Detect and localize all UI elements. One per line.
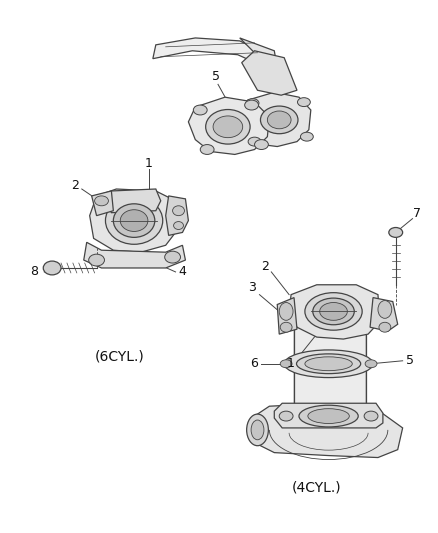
Polygon shape [250, 403, 403, 457]
Polygon shape [90, 189, 179, 252]
Text: 2: 2 [71, 179, 79, 191]
Polygon shape [240, 38, 277, 68]
Polygon shape [106, 189, 161, 213]
Ellipse shape [247, 414, 268, 446]
Ellipse shape [95, 196, 109, 206]
Ellipse shape [284, 350, 373, 377]
Text: 1: 1 [287, 357, 295, 370]
Ellipse shape [246, 99, 259, 108]
Polygon shape [294, 310, 366, 406]
Polygon shape [84, 243, 185, 268]
Polygon shape [153, 38, 265, 64]
Ellipse shape [280, 360, 292, 368]
Ellipse shape [165, 251, 180, 263]
Text: 4: 4 [179, 265, 187, 278]
Text: 7: 7 [413, 207, 421, 220]
Ellipse shape [206, 109, 250, 144]
Ellipse shape [88, 254, 105, 266]
Text: (6CYL.): (6CYL.) [95, 350, 144, 364]
Ellipse shape [379, 322, 391, 332]
Ellipse shape [245, 100, 258, 110]
Ellipse shape [297, 354, 360, 374]
Ellipse shape [173, 206, 184, 216]
Polygon shape [370, 297, 398, 331]
Text: 2: 2 [261, 260, 269, 272]
Ellipse shape [213, 116, 243, 138]
Ellipse shape [300, 132, 313, 141]
Ellipse shape [293, 297, 364, 321]
Text: 8: 8 [30, 265, 39, 278]
Ellipse shape [365, 360, 377, 368]
Ellipse shape [254, 140, 268, 149]
Polygon shape [242, 92, 311, 147]
Ellipse shape [378, 301, 392, 318]
Ellipse shape [280, 322, 292, 332]
Ellipse shape [43, 261, 61, 275]
Ellipse shape [313, 298, 354, 325]
Ellipse shape [364, 411, 378, 421]
Ellipse shape [279, 303, 293, 320]
Ellipse shape [267, 111, 291, 129]
Ellipse shape [200, 144, 214, 155]
Polygon shape [289, 285, 380, 339]
Text: 3: 3 [247, 281, 255, 294]
Ellipse shape [279, 411, 293, 421]
Polygon shape [242, 51, 297, 95]
Ellipse shape [320, 303, 347, 320]
Polygon shape [166, 196, 188, 236]
Text: 5: 5 [406, 354, 413, 367]
Ellipse shape [297, 98, 311, 107]
Ellipse shape [261, 106, 298, 134]
Ellipse shape [308, 409, 350, 424]
Text: 6: 6 [251, 357, 258, 370]
Polygon shape [92, 191, 113, 216]
Ellipse shape [248, 137, 261, 146]
Ellipse shape [305, 293, 362, 330]
Text: 5: 5 [212, 70, 220, 83]
Ellipse shape [389, 228, 403, 237]
Polygon shape [277, 297, 297, 334]
Polygon shape [274, 403, 383, 428]
Ellipse shape [193, 105, 207, 115]
Ellipse shape [106, 197, 163, 244]
Ellipse shape [299, 405, 358, 427]
Text: (4CYL.): (4CYL.) [292, 480, 342, 494]
Ellipse shape [120, 209, 148, 231]
Text: 1: 1 [145, 157, 153, 170]
Ellipse shape [173, 222, 184, 230]
Ellipse shape [305, 357, 352, 370]
Polygon shape [188, 97, 269, 155]
Ellipse shape [251, 420, 264, 440]
Ellipse shape [113, 204, 155, 237]
